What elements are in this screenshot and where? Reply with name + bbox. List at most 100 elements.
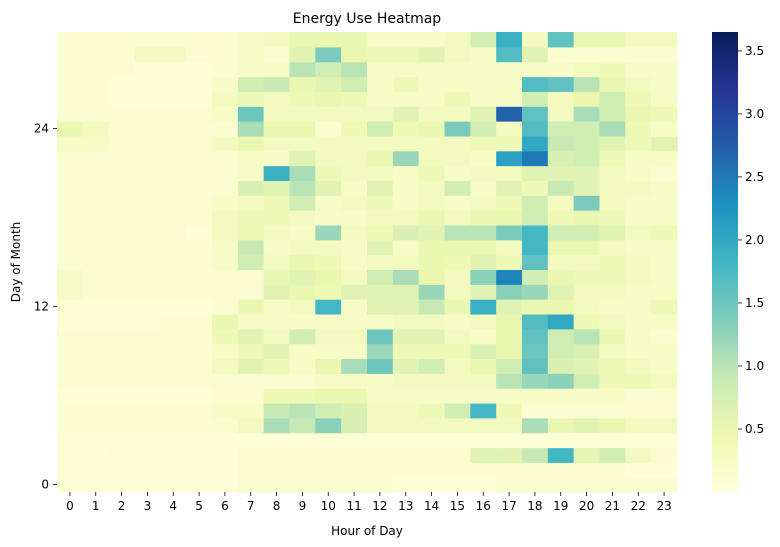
heatmap-cell (237, 477, 265, 493)
heatmap-cell (573, 358, 601, 374)
heatmap-cell (315, 477, 342, 493)
heatmap-cell (341, 417, 368, 434)
heatmap-cell (237, 358, 265, 374)
heatmap-cell (367, 373, 394, 389)
heatmap-cell (212, 358, 239, 374)
heatmap-cell (82, 462, 110, 478)
heatmap-cell (57, 254, 84, 271)
heatmap-cell (134, 254, 161, 271)
heatmap-cell (289, 195, 316, 211)
heatmap-cell (418, 477, 446, 493)
heatmap-cell (108, 432, 136, 449)
heatmap-cell (134, 121, 161, 137)
heatmap-cell (651, 328, 678, 345)
heatmap-cell (444, 91, 471, 107)
heatmap-cell (392, 61, 420, 78)
heatmap-cell (522, 462, 549, 478)
heatmap-cell (651, 477, 678, 493)
heatmap-cell (599, 224, 626, 241)
heatmap-cell (160, 462, 187, 478)
heatmap-cell (82, 343, 110, 360)
heatmap-cell (186, 135, 213, 152)
heatmap-cell (315, 343, 342, 360)
heatmap-cell (263, 432, 291, 449)
heatmap-cell (418, 106, 446, 122)
heatmap-cell (496, 106, 523, 122)
x-tick-label: 15 (450, 499, 465, 513)
heatmap-cell (625, 328, 652, 345)
heatmap-cell (444, 284, 471, 300)
heatmap-cell (212, 121, 239, 137)
heatmap-cell (289, 358, 316, 374)
heatmap-cell (108, 224, 136, 241)
heatmap-cell (57, 239, 84, 256)
heatmap-cell (134, 195, 161, 211)
heatmap-cell (57, 477, 84, 493)
heatmap-cell (547, 239, 575, 256)
heatmap-cell (237, 46, 265, 63)
heatmap-cell (82, 150, 110, 167)
heatmap-cell (470, 343, 497, 360)
heatmap-cell (160, 239, 187, 256)
heatmap-cell (392, 373, 420, 389)
heatmap-cell (367, 210, 394, 226)
heatmap-cell (212, 328, 239, 345)
heatmap-cell (392, 180, 420, 196)
heatmap-cell (522, 447, 549, 463)
heatmap-cell (547, 417, 575, 434)
heatmap-cell (418, 210, 446, 226)
heatmap-cell (522, 61, 549, 78)
heatmap-cell (341, 239, 368, 256)
heatmap-cell (470, 239, 497, 256)
heatmap-cell (263, 388, 291, 404)
heatmap-cell (341, 195, 368, 211)
heatmap-cell (212, 402, 239, 419)
heatmap-cell (367, 328, 394, 345)
heatmap-cell (57, 313, 84, 330)
heatmap-cell (82, 328, 110, 345)
heatmap-cell (547, 32, 575, 48)
heatmap-cell (263, 32, 291, 48)
heatmap-cell (108, 299, 136, 315)
heatmap-cell (57, 388, 84, 404)
heatmap-cell (367, 32, 394, 48)
heatmap-cell (315, 195, 342, 211)
heatmap-cell (186, 417, 213, 434)
heatmap-cell (108, 328, 136, 345)
heatmap-cell (547, 210, 575, 226)
heatmap-cell (82, 76, 110, 92)
heatmap-cell (263, 210, 291, 226)
heatmap-cell (160, 299, 187, 315)
heatmap-cell (237, 447, 265, 463)
heatmap-cell (651, 106, 678, 122)
heatmap-cell (108, 313, 136, 330)
heatmap-cell (625, 195, 652, 211)
x-tick-label: 20 (579, 499, 594, 513)
heatmap-cell (263, 447, 291, 463)
heatmap-cell (57, 106, 84, 122)
heatmap-cell (186, 299, 213, 315)
x-tick-label: 12 (372, 499, 387, 513)
heatmap-cell (186, 328, 213, 345)
heatmap-cell (237, 284, 265, 300)
heatmap-cell (186, 373, 213, 389)
heatmap-cell (367, 135, 394, 152)
heatmap-cell (57, 165, 84, 181)
heatmap-cell (289, 135, 316, 152)
heatmap-cell (341, 477, 368, 493)
heatmap-cell (599, 61, 626, 78)
heatmap-cell (470, 121, 497, 137)
heatmap-cell (547, 432, 575, 449)
heatmap-cell (263, 61, 291, 78)
heatmap-cell (599, 121, 626, 137)
heatmap-cell (547, 447, 575, 463)
heatmap-cell (367, 299, 394, 315)
heatmap-cell (573, 91, 601, 107)
y-axis-label: Day of Month (9, 222, 23, 303)
heatmap-cell (496, 299, 523, 315)
heatmap-cell (186, 91, 213, 107)
heatmap-cell (599, 91, 626, 107)
x-tick-label: 22 (631, 499, 646, 513)
heatmap-cell (315, 417, 342, 434)
